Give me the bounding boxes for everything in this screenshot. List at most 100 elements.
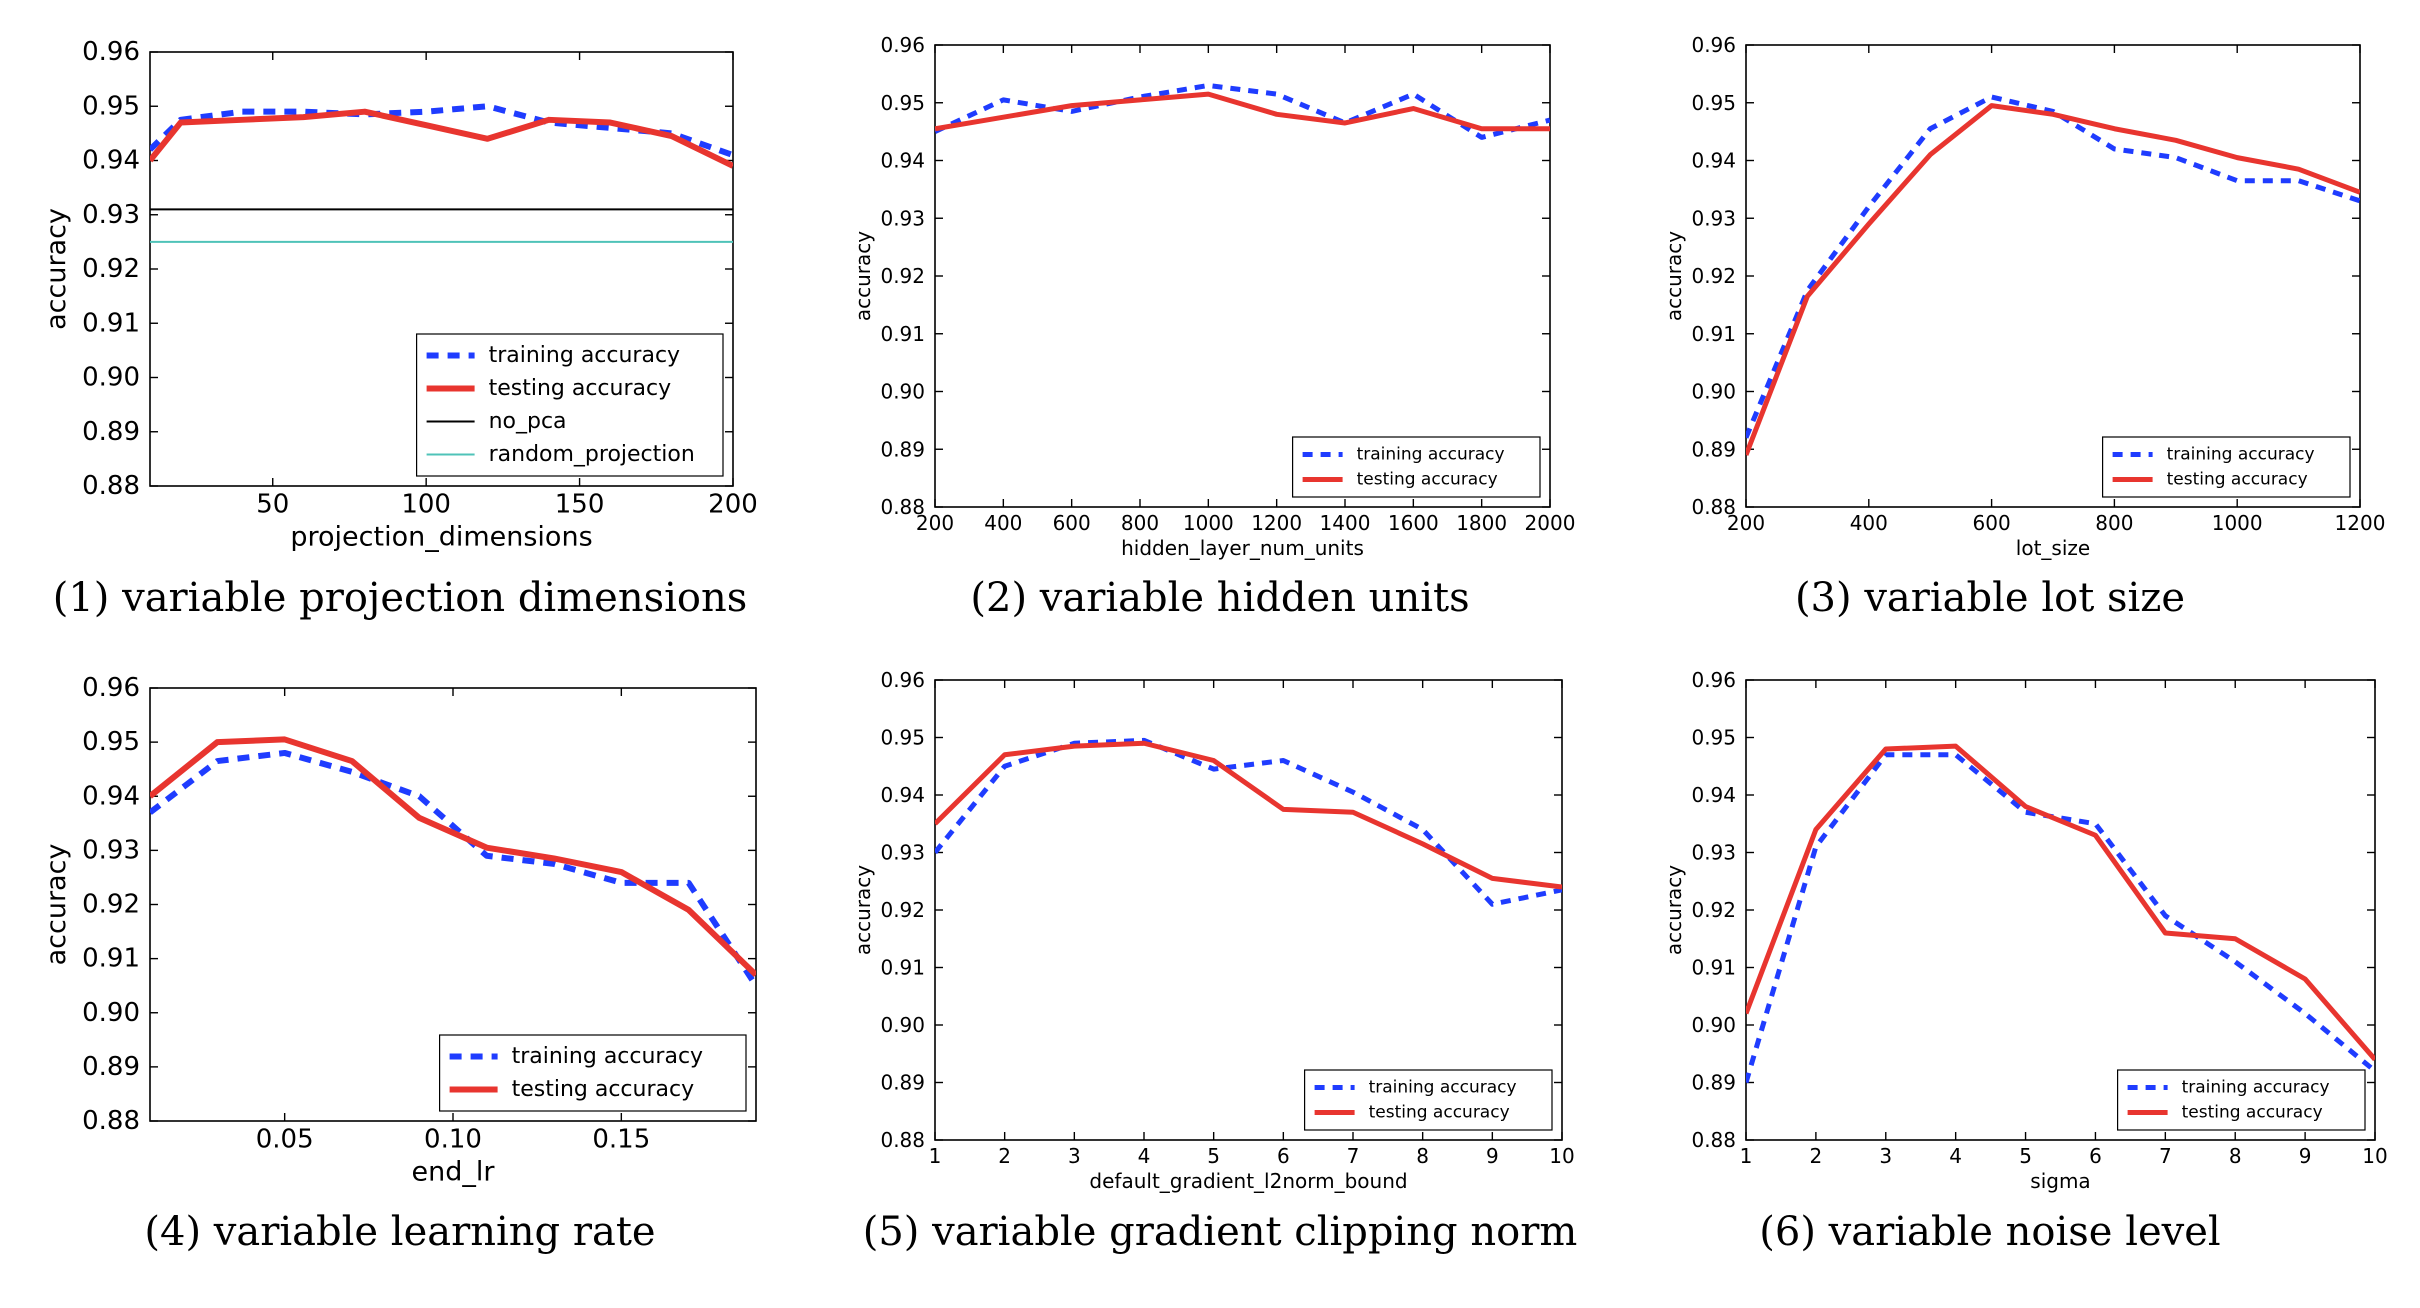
y-tick-label: 0.93 [880, 841, 925, 865]
x-tick-label: 2000 [1525, 511, 1576, 535]
legend: training accuracy testing accuracy [2102, 436, 2351, 498]
y-tick-label: 0.90 [880, 380, 925, 404]
series-line-testing-accuracy [935, 740, 1562, 890]
y-tick-label: 0.94 [82, 146, 140, 176]
y-tick-label: 0.95 [1691, 91, 1736, 115]
y-tick-label: 0.91 [1691, 322, 1736, 346]
y-tick-label: 0.91 [82, 944, 140, 974]
y-tick-label: 0.91 [880, 322, 925, 346]
y-tick-label: 0.90 [82, 363, 140, 393]
series-line-training-accuracy [935, 737, 1562, 907]
x-tick-label: 1 [1740, 1144, 1753, 1168]
y-tick-label: 0.89 [82, 417, 140, 447]
legend-label: testing accuracy [1369, 1103, 1510, 1123]
panel-caption: (4) variable learning rate [144, 1209, 656, 1255]
y-tick-label: 0.88 [880, 1128, 925, 1152]
y-tick-label: 0.95 [880, 91, 925, 115]
series-group [150, 736, 756, 988]
x-tick-label: 1200 [2335, 511, 2386, 535]
panel-caption: (2) variable hidden units [970, 575, 1470, 621]
x-tick-label: 9 [2299, 1144, 2312, 1168]
y-tick-label: 0.95 [82, 727, 140, 757]
y-axis-label: accuracy [1662, 865, 1686, 955]
y-tick-label: 0.89 [1691, 1071, 1736, 1095]
y-axis-label: accuracy [1662, 231, 1686, 321]
x-tick-label: 3 [1879, 1144, 1892, 1168]
x-tick-label: 6 [1277, 1144, 1290, 1168]
series-line-testing-accuracy [935, 91, 1550, 132]
series-group [1746, 94, 2360, 456]
series-line-training-accuracy [150, 103, 733, 158]
x-tick-label: 100 [401, 489, 451, 519]
panel-caption: (1) variable projection dimensions [52, 575, 748, 621]
y-tick-label: 0.93 [880, 206, 925, 230]
x-tick-label: 400 [1850, 511, 1888, 535]
y-tick-label: 0.90 [1691, 1013, 1736, 1037]
y-tick-label: 0.95 [82, 91, 140, 121]
x-tick-label: 200 [1727, 511, 1765, 535]
y-tick-label: 0.94 [1691, 783, 1736, 807]
x-tick-label: 4 [1949, 1144, 1962, 1168]
y-tick-label: 0.96 [1691, 33, 1736, 57]
x-tick-label: 150 [555, 489, 605, 519]
legend: training accuracy testing accuracy [439, 1034, 747, 1112]
series-group [150, 103, 733, 243]
legend-label: testing accuracy [2167, 470, 2308, 490]
y-tick-label: 0.96 [880, 668, 925, 692]
x-tick-label: 400 [984, 511, 1022, 535]
plot-frame [1745, 679, 2376, 1141]
y-tick-label: 0.88 [82, 1106, 140, 1136]
legend: training accuracy testing accuracy no_pcar… [416, 333, 724, 477]
x-tick-label: 200 [708, 489, 758, 519]
x-tick-label: 2 [1810, 1144, 1823, 1168]
y-tick-label: 0.96 [82, 37, 140, 67]
y-tick-label: 0.96 [880, 33, 925, 57]
y-tick-label: 0.91 [82, 308, 140, 338]
legend-box [1291, 436, 1541, 498]
x-tick-label: 8 [1416, 1144, 1429, 1168]
series-group [935, 82, 1550, 140]
x-tick-label: 50 [256, 489, 289, 519]
x-axis-label: end_lr [412, 1157, 496, 1188]
y-axis-label: accuracy [851, 231, 875, 321]
panel-caption: (3) variable lot size [1794, 575, 2186, 621]
y-tick-label: 0.92 [880, 898, 925, 922]
x-tick-label: 7 [1347, 1144, 1360, 1168]
legend-label: training accuracy [2182, 1078, 2330, 1098]
legend-box [439, 1034, 747, 1112]
x-tick-label: 1000 [2212, 511, 2263, 535]
x-tick-label: 5 [2019, 1144, 2032, 1168]
x-tick-label: 1 [929, 1144, 942, 1168]
legend-label: no_pca [489, 409, 567, 434]
y-axis-label: accuracy [41, 208, 72, 330]
legend-label: training accuracy [512, 1044, 703, 1069]
y-tick-label: 0.95 [880, 726, 925, 750]
legend-label: training accuracy [1357, 445, 1505, 465]
x-axis-label: hidden_layer_num_units [1121, 536, 1364, 560]
y-tick-label: 0.93 [1691, 206, 1736, 230]
legend-label: training accuracy [2167, 445, 2315, 465]
x-axis-label: sigma [2030, 1169, 2090, 1193]
y-tick-label: 0.93 [1691, 841, 1736, 865]
y-tick-label: 0.88 [82, 471, 140, 501]
x-tick-label: 600 [1973, 511, 2011, 535]
y-tick-label: 0.89 [1691, 437, 1736, 461]
x-tick-label: 4 [1138, 1144, 1151, 1168]
x-tick-label: 2 [998, 1144, 1011, 1168]
x-tick-label: 1800 [1456, 511, 1507, 535]
x-tick-label: 1600 [1388, 511, 1439, 535]
y-tick-label: 0.89 [82, 1052, 140, 1082]
plot-frame [1745, 44, 2361, 508]
y-tick-label: 0.88 [1691, 1128, 1736, 1152]
y-tick-label: 0.94 [1691, 149, 1736, 173]
series-line-training-accuracy [935, 82, 1550, 140]
y-tick-label: 0.94 [82, 781, 140, 811]
y-axis-label: accuracy [41, 844, 72, 966]
x-tick-label: 800 [2095, 511, 2133, 535]
legend-label: testing accuracy [512, 1077, 695, 1102]
x-tick-label: 3 [1068, 1144, 1081, 1168]
x-tick-label: 10 [1549, 1144, 1574, 1168]
